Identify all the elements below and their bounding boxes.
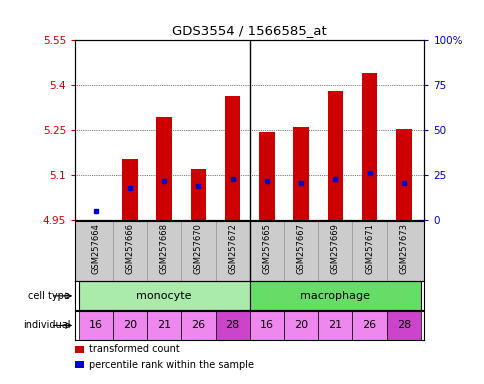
- Text: 20: 20: [122, 320, 137, 331]
- Text: GSM257670: GSM257670: [194, 223, 202, 274]
- Text: 16: 16: [259, 320, 273, 331]
- Bar: [113, 311, 147, 340]
- Bar: [284, 311, 318, 340]
- Text: GSM257673: GSM257673: [398, 223, 408, 274]
- Text: GSM257665: GSM257665: [262, 223, 271, 274]
- Title: GDS3554 / 1566585_at: GDS3554 / 1566585_at: [172, 24, 327, 37]
- Text: GSM257669: GSM257669: [330, 223, 339, 274]
- Bar: [122, 159, 137, 220]
- Bar: [181, 311, 215, 340]
- Bar: [361, 73, 377, 220]
- Text: transformed count: transformed count: [89, 344, 179, 354]
- Bar: [225, 96, 240, 220]
- Bar: [258, 132, 274, 220]
- Text: GSM257672: GSM257672: [227, 223, 237, 274]
- Bar: [249, 311, 284, 340]
- Text: GSM257671: GSM257671: [364, 223, 373, 274]
- Text: individual: individual: [23, 320, 70, 331]
- Text: 20: 20: [293, 320, 307, 331]
- Text: GSM257664: GSM257664: [91, 223, 100, 274]
- Bar: [190, 169, 206, 220]
- Text: GSM257667: GSM257667: [296, 223, 305, 274]
- Bar: [156, 117, 171, 220]
- Text: macrophage: macrophage: [300, 291, 370, 301]
- Text: 28: 28: [225, 320, 239, 331]
- Text: 26: 26: [191, 320, 205, 331]
- Bar: [249, 281, 420, 310]
- Text: monocyte: monocyte: [136, 291, 192, 301]
- Bar: [318, 311, 352, 340]
- Bar: [395, 129, 411, 220]
- Bar: [215, 311, 249, 340]
- Text: 16: 16: [89, 320, 103, 331]
- Text: 28: 28: [396, 320, 410, 331]
- Bar: [327, 91, 342, 220]
- Text: 26: 26: [362, 320, 376, 331]
- Text: 21: 21: [157, 320, 171, 331]
- Bar: [78, 311, 113, 340]
- Text: GSM257666: GSM257666: [125, 223, 134, 274]
- Text: percentile rank within the sample: percentile rank within the sample: [89, 360, 253, 370]
- Text: GSM257668: GSM257668: [159, 223, 168, 274]
- Bar: [293, 127, 308, 220]
- Text: cell type: cell type: [29, 291, 70, 301]
- Bar: [78, 281, 249, 310]
- Bar: [386, 311, 420, 340]
- Text: 21: 21: [328, 320, 342, 331]
- Bar: [147, 311, 181, 340]
- Bar: [352, 311, 386, 340]
